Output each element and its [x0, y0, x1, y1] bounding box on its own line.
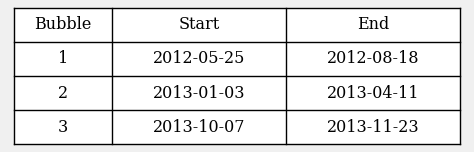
Text: 2: 2 — [58, 85, 68, 102]
Text: Bubble: Bubble — [35, 16, 92, 33]
Text: End: End — [357, 16, 389, 33]
Text: 3: 3 — [58, 119, 68, 136]
Text: 2013-10-07: 2013-10-07 — [153, 119, 246, 136]
Text: 2013-11-23: 2013-11-23 — [327, 119, 419, 136]
Text: Start: Start — [179, 16, 220, 33]
Text: 2012-08-18: 2012-08-18 — [327, 50, 419, 67]
Text: 2013-01-03: 2013-01-03 — [153, 85, 246, 102]
Bar — [14, 8, 460, 144]
Text: 1: 1 — [58, 50, 68, 67]
Text: 2013-04-11: 2013-04-11 — [327, 85, 419, 102]
Text: 2012-05-25: 2012-05-25 — [153, 50, 246, 67]
